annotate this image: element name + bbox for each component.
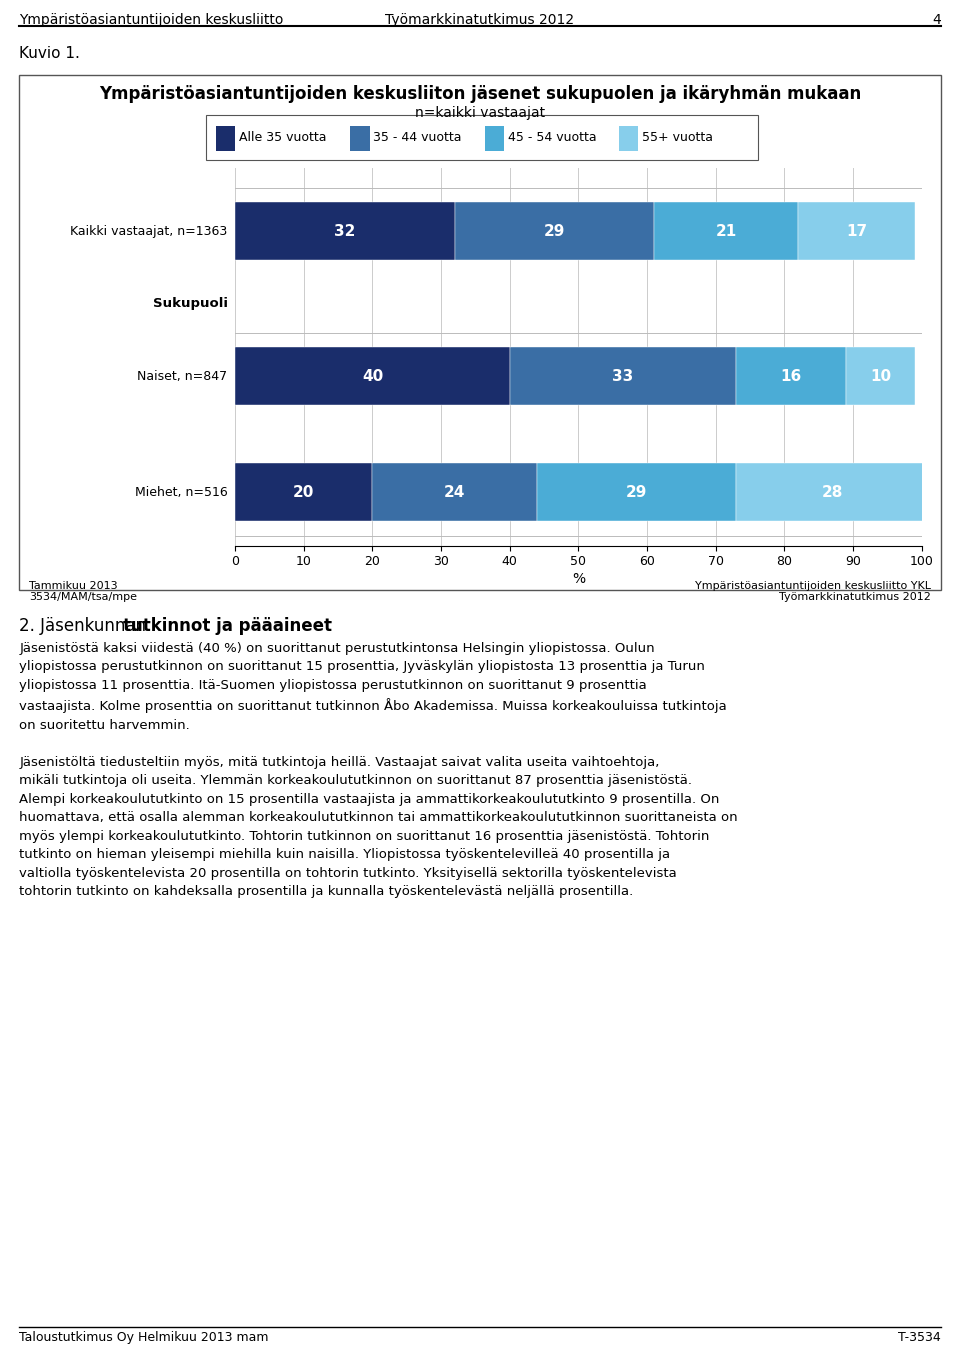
Bar bbox=[538, 463, 736, 521]
Text: 40: 40 bbox=[362, 369, 383, 384]
Text: 29: 29 bbox=[543, 224, 565, 239]
Text: 17: 17 bbox=[846, 224, 867, 239]
Text: 55+ vuotta: 55+ vuotta bbox=[642, 132, 713, 144]
Text: 24: 24 bbox=[444, 484, 466, 499]
Bar bbox=[235, 463, 372, 521]
Bar bbox=[654, 202, 798, 261]
Text: 35 - 44 vuotta: 35 - 44 vuotta bbox=[373, 132, 462, 144]
Text: Kuvio 1.: Kuvio 1. bbox=[19, 46, 80, 61]
Text: Tammikuu 2013: Tammikuu 2013 bbox=[29, 581, 117, 590]
Text: Ympäristöasiantuntijoiden keskusliitto: Ympäristöasiantuntijoiden keskusliitto bbox=[19, 12, 283, 27]
Text: Sukupuoli: Sukupuoli bbox=[153, 297, 228, 311]
Text: 29: 29 bbox=[626, 484, 647, 499]
Text: Kaikki vastaajat, n=1363: Kaikki vastaajat, n=1363 bbox=[70, 225, 228, 237]
Text: 16: 16 bbox=[780, 369, 802, 384]
Text: 4: 4 bbox=[932, 12, 941, 27]
Bar bbox=[736, 463, 928, 521]
Text: 2. Jäsenkunnan: 2. Jäsenkunnan bbox=[19, 617, 152, 635]
Text: Työmarkkinatutkimus 2012: Työmarkkinatutkimus 2012 bbox=[780, 592, 931, 601]
X-axis label: %: % bbox=[572, 573, 585, 586]
Text: T-3534: T-3534 bbox=[898, 1331, 941, 1345]
Text: Miehet, n=516: Miehet, n=516 bbox=[134, 486, 228, 499]
Bar bbox=[798, 202, 915, 261]
Bar bbox=[455, 202, 654, 261]
Text: Jäsenistöstä kaksi viidestä (40 %) on suorittanut perustutkintonsa Helsingin yli: Jäsenistöstä kaksi viidestä (40 %) on su… bbox=[19, 642, 738, 898]
Text: Ympäristöasiantuntijoiden keskusliitto YKL: Ympäristöasiantuntijoiden keskusliitto Y… bbox=[695, 581, 931, 590]
Text: Alle 35 vuotta: Alle 35 vuotta bbox=[239, 132, 326, 144]
Text: 32: 32 bbox=[334, 224, 356, 239]
Text: 10: 10 bbox=[870, 369, 891, 384]
Text: Työmarkkinatutkimus 2012: Työmarkkinatutkimus 2012 bbox=[385, 12, 575, 27]
Text: 20: 20 bbox=[293, 484, 315, 499]
Bar bbox=[510, 347, 736, 406]
Bar bbox=[846, 347, 915, 406]
Text: tutkinnot ja pääaineet: tutkinnot ja pääaineet bbox=[123, 617, 332, 635]
Text: 45 - 54 vuotta: 45 - 54 vuotta bbox=[508, 132, 596, 144]
Text: 21: 21 bbox=[715, 224, 736, 239]
Text: n=kaikki vastaajat: n=kaikki vastaajat bbox=[415, 106, 545, 119]
Text: 28: 28 bbox=[822, 484, 843, 499]
Text: 33: 33 bbox=[612, 369, 634, 384]
Bar bbox=[235, 202, 455, 261]
Bar bbox=[235, 347, 510, 406]
Text: Naiset, n=847: Naiset, n=847 bbox=[137, 369, 228, 383]
Bar bbox=[736, 347, 846, 406]
Bar bbox=[372, 463, 538, 521]
Text: Ympäristöasiantuntijoiden keskusliiton jäsenet sukupuolen ja ikäryhmän mukaan: Ympäristöasiantuntijoiden keskusliiton j… bbox=[99, 85, 861, 103]
Text: Taloustutkimus Oy Helmikuu 2013 mam: Taloustutkimus Oy Helmikuu 2013 mam bbox=[19, 1331, 269, 1345]
Text: 3534/MAM/tsa/mpe: 3534/MAM/tsa/mpe bbox=[29, 592, 137, 601]
